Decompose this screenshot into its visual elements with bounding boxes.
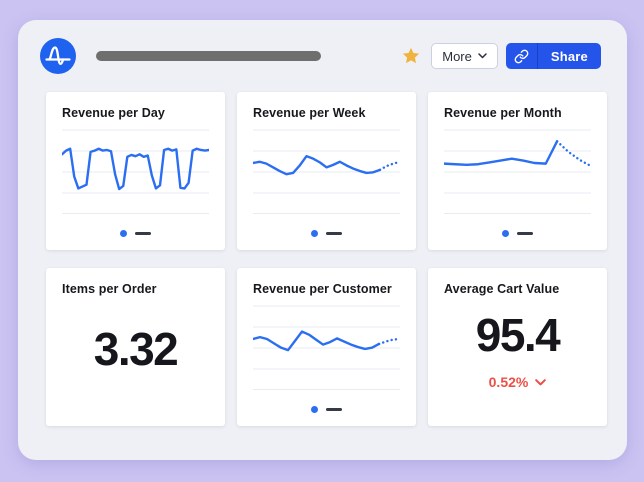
chart-legend[interactable] xyxy=(253,226,400,240)
card-average-cart-value[interactable]: Average Cart Value 95.4 0.52% xyxy=(428,268,607,426)
card-revenue-per-week[interactable]: Revenue per Week xyxy=(237,92,416,250)
legend-dot-icon xyxy=(120,229,127,237)
card-title: Revenue per Customer xyxy=(253,282,392,296)
legend-dash-icon xyxy=(517,231,533,235)
card-title: Average Cart Value xyxy=(444,282,560,296)
line-chart-revenue-per-customer[interactable] xyxy=(253,300,400,401)
card-title: Revenue per Day xyxy=(62,106,165,120)
legend-dash-icon xyxy=(326,407,342,411)
change-badge: 0.52% xyxy=(489,374,547,390)
card-revenue-per-customer[interactable]: Revenue per Customer xyxy=(237,268,416,426)
metric-value: 95.4 xyxy=(475,309,561,361)
change-percent: 0.52% xyxy=(488,374,529,390)
line-chart-revenue-per-month[interactable] xyxy=(444,124,591,225)
legend-dot-icon xyxy=(502,229,509,237)
link-icon xyxy=(514,49,529,63)
dashboard-title-placeholder xyxy=(96,51,321,61)
legend-dot-icon xyxy=(311,405,318,413)
dashboard-header: More Share xyxy=(18,20,627,74)
card-title: Revenue per Month xyxy=(444,106,562,120)
favorite-star-icon[interactable] xyxy=(401,46,421,66)
metric-value-area: 3.32 xyxy=(62,296,209,416)
metric-value-area: 95.4 0.52% xyxy=(444,296,591,416)
legend-dash-icon xyxy=(326,231,342,235)
line-chart-revenue-per-week[interactable] xyxy=(253,124,400,225)
card-items-per-order[interactable]: Items per Order 3.32 xyxy=(46,268,225,426)
card-title: Revenue per Week xyxy=(253,106,366,120)
chart-legend[interactable] xyxy=(62,226,209,240)
card-revenue-per-month[interactable]: Revenue per Month xyxy=(428,92,607,250)
copy-link-segment[interactable] xyxy=(506,43,538,69)
amplitude-logo[interactable] xyxy=(40,38,76,74)
metric-value: 3.32 xyxy=(93,323,179,375)
share-button-label[interactable]: Share xyxy=(550,48,588,64)
more-button[interactable]: More xyxy=(431,43,498,69)
card-title: Items per Order xyxy=(62,282,157,296)
chevron-down-icon xyxy=(478,53,487,59)
chart-legend[interactable] xyxy=(444,226,591,240)
chart-legend[interactable] xyxy=(253,402,400,416)
card-revenue-per-day[interactable]: Revenue per Day xyxy=(46,92,225,250)
more-button-label: More xyxy=(442,48,472,64)
header-actions: More Share xyxy=(401,43,601,69)
dashboard-panel: More Share Revenue per Day xyxy=(18,20,627,460)
legend-dot-icon xyxy=(311,229,318,237)
cards-grid: Revenue per Day Revenue per Week Revenue… xyxy=(46,92,607,426)
line-chart-revenue-per-day[interactable] xyxy=(62,124,209,225)
trend-down-chevron-icon xyxy=(535,378,547,385)
legend-dash-icon xyxy=(135,231,151,235)
share-button[interactable]: Share xyxy=(505,43,601,69)
